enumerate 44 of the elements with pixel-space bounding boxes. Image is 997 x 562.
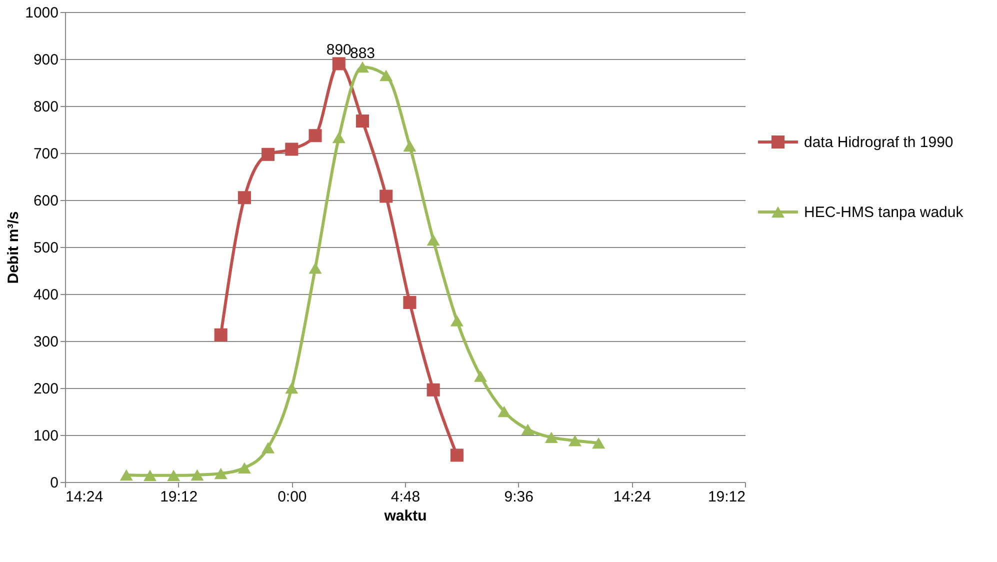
point — [308, 262, 322, 274]
point — [238, 462, 251, 474]
point — [214, 468, 228, 480]
point — [120, 469, 133, 481]
x-tick-label: 19:12 — [708, 488, 746, 506]
point — [380, 70, 393, 82]
point — [332, 132, 346, 144]
point — [544, 432, 558, 443]
x-tick-label: 14:24 — [66, 488, 104, 506]
data-label: 890 — [326, 42, 352, 59]
x-axis-title: waktu — [383, 508, 427, 524]
y-tick-label: 200 — [33, 380, 58, 398]
y-tick-label: 800 — [33, 98, 58, 116]
point — [498, 406, 511, 418]
y-tick-label: 700 — [33, 146, 58, 162]
point — [285, 382, 298, 394]
point — [403, 140, 416, 152]
x-tick-label: 19:12 — [160, 488, 198, 506]
point — [450, 315, 464, 326]
x-tick-label: 0:00 — [278, 488, 307, 506]
y-tick-label: 400 — [33, 286, 58, 304]
data-label: 883 — [350, 44, 376, 62]
point — [474, 370, 488, 382]
x-tick-label: 4:48 — [390, 488, 420, 506]
y-tick-label: 1000 — [25, 4, 58, 22]
point — [521, 424, 534, 436]
y-tick-label: 900 — [33, 52, 58, 68]
point — [592, 437, 606, 449]
point — [190, 469, 204, 481]
legend-label: data Hidrograf th 1990 — [804, 134, 954, 151]
point — [568, 434, 582, 446]
x-tick-label: 14:24 — [613, 488, 651, 506]
x-tick-label: 9:36 — [504, 488, 534, 506]
y-tick-label: 600 — [33, 192, 58, 210]
point — [426, 234, 440, 246]
y-tick-label: 500 — [33, 240, 58, 256]
y-tick-label: 0 — [50, 474, 58, 492]
y-tick-label: 100 — [33, 428, 58, 444]
point — [167, 470, 180, 482]
legend-label: HEC-HMS tanpa waduk — [804, 204, 964, 221]
y-tick-label: 300 — [33, 334, 58, 350]
y-axis-title: Debit m³/s — [5, 211, 22, 284]
point — [262, 442, 275, 454]
point — [143, 470, 157, 482]
